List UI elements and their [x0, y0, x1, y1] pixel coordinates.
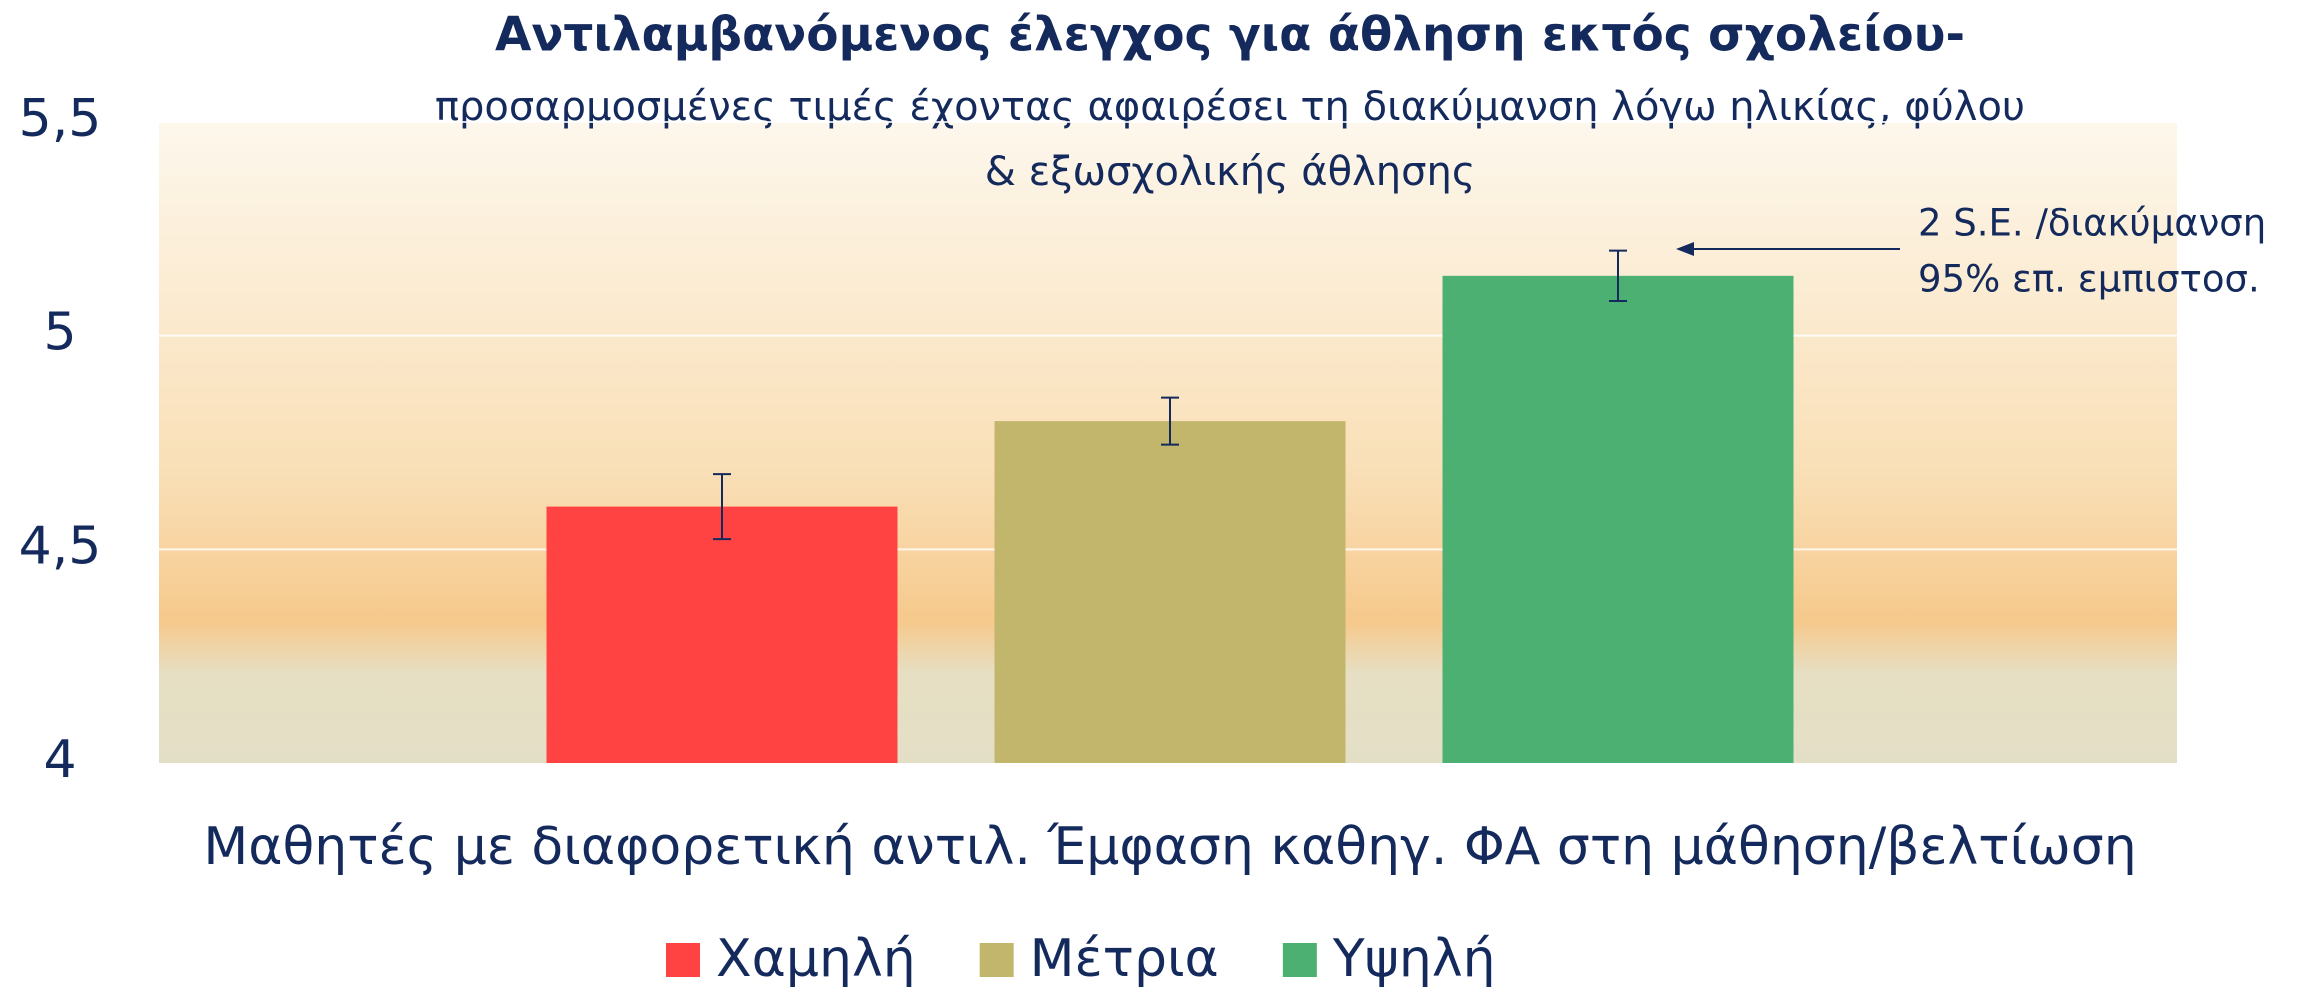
legend-label: Μέτρια	[1030, 929, 1219, 989]
legend-swatch	[666, 943, 700, 977]
arrow-head	[1676, 242, 1694, 256]
chart-title: Αντιλαμβανόμενος έλεγχος για άθληση εκτό…	[495, 8, 1965, 63]
y-tick-label: 5,5	[19, 89, 102, 149]
annotation: 95% επ. εμπιστοσ.	[1918, 258, 2260, 301]
subtitle: προσαρμοσμένες τιμές έχοντας αφαιρέσει τ…	[435, 84, 2025, 130]
error-bar	[1609, 249, 1627, 303]
error-bar	[1161, 396, 1179, 446]
y-tick-label: 4,5	[19, 516, 102, 576]
y-tick-label: 4	[43, 730, 76, 790]
bar	[546, 506, 898, 763]
bar	[1442, 275, 1794, 763]
legend-swatch	[1282, 943, 1317, 977]
subtitle: & εξωσχολικής άθλησης	[985, 149, 1476, 195]
legend-label: Υψηλή	[1332, 929, 1496, 989]
y-tick-label: 5	[43, 303, 76, 363]
error-bar	[713, 473, 731, 541]
x-axis-label: Μαθητές με διαφορετική αντιλ. Έμφαση καθ…	[203, 817, 2136, 877]
legend-swatch	[979, 943, 1014, 977]
bar	[994, 421, 1346, 763]
annotation: 2 S.E. /διακύμανση	[1918, 202, 2266, 245]
legend-label: Χαμηλή	[716, 929, 916, 989]
